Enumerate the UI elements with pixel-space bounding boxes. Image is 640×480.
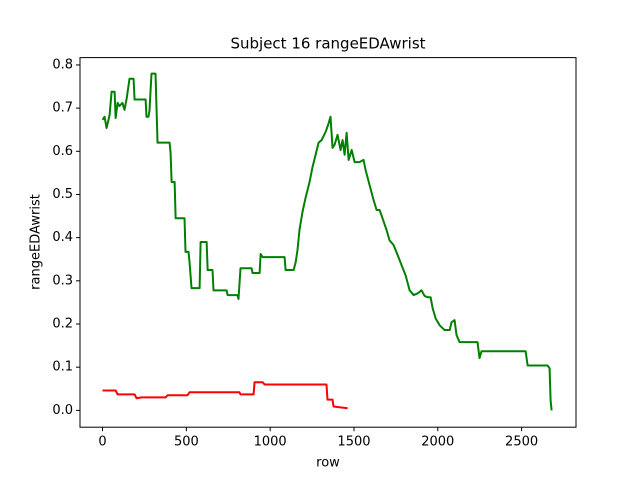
y-tick-label: 0.5	[52, 187, 73, 202]
y-tick-label: 0.1	[52, 360, 73, 375]
x-tick-label: 500	[174, 435, 199, 450]
chart-title: Subject 16 rangeEDAwrist	[230, 35, 425, 53]
plot-frame	[79, 57, 577, 428]
x-tick-label: 0	[98, 435, 106, 450]
x-tick-label: 2000	[421, 435, 454, 450]
x-tick-label: 2500	[505, 435, 538, 450]
y-tick-label: 0.6	[52, 144, 73, 159]
x-tick-label: 1000	[254, 435, 287, 450]
data-line	[101, 72, 553, 411]
data-line	[102, 381, 348, 410]
y-tick-label: 0.8	[52, 57, 73, 72]
y-tick-label: 0.2	[52, 317, 73, 332]
x-tick-label: 1500	[337, 435, 370, 450]
y-tick-label: 0.4	[52, 230, 73, 245]
y-tick-label: 0.3	[52, 273, 73, 288]
y-tick-label: 0.7	[52, 101, 73, 116]
y-axis-label: rangeEDAwrist	[29, 194, 44, 290]
y-tick-label: 0.0	[52, 403, 73, 418]
x-axis-label: row	[316, 456, 340, 471]
